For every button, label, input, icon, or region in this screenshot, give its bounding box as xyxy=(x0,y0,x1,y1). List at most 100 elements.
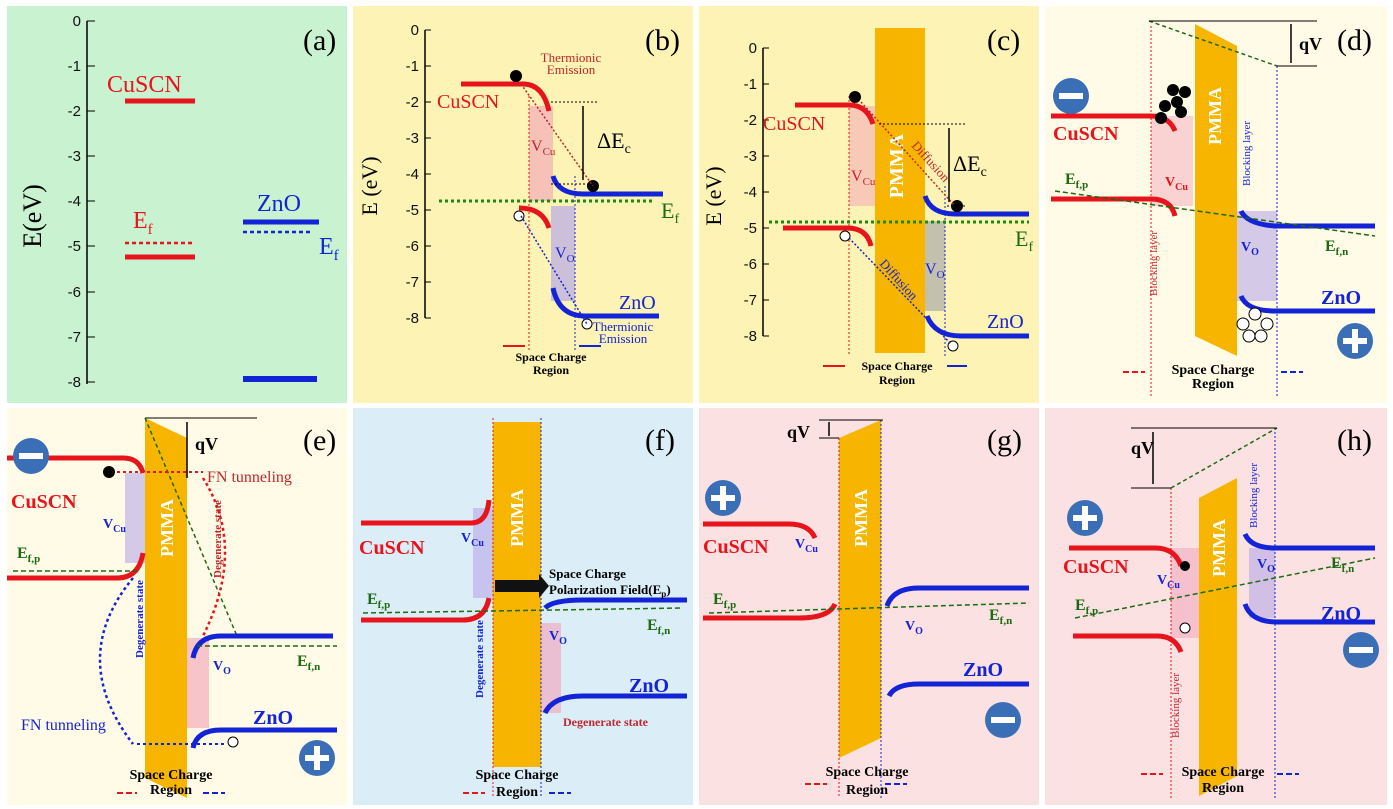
cuscn-cb xyxy=(703,521,818,540)
ef2-label: Ef xyxy=(319,234,339,264)
tick-5: -5 xyxy=(744,220,757,237)
scr-label-2: Region xyxy=(846,783,888,798)
depletion-zno xyxy=(541,623,561,713)
vo-label: VO xyxy=(555,245,575,265)
axis-title: E (eV) xyxy=(701,166,726,225)
cuscn-label: CuSCN xyxy=(703,536,769,558)
zno-vb xyxy=(542,693,687,715)
depletion-zno xyxy=(1249,548,1275,618)
zno-label: ZnO xyxy=(257,191,301,217)
block-right: Blocking layer xyxy=(1241,121,1253,186)
scr-label-1: Space Charge xyxy=(476,768,559,783)
zno-label: ZnO xyxy=(1321,603,1361,625)
panel-label: (a) xyxy=(303,24,336,57)
emission-path-2 xyxy=(520,215,588,325)
polarization-arrow-head xyxy=(539,574,549,598)
zno-cb xyxy=(1238,209,1375,229)
plus-icon xyxy=(299,740,335,776)
tick-2: -2 xyxy=(744,112,757,129)
fn-bottom-label: FN tunneling xyxy=(21,717,106,734)
efp-label: Ef,p xyxy=(1065,171,1088,191)
tick-0: 0 xyxy=(749,40,757,57)
pmma-label: PMMA xyxy=(851,489,871,547)
cuscn-label: CuSCN xyxy=(1063,556,1129,578)
vo-label: VO xyxy=(1257,557,1275,575)
polarization-arrow xyxy=(495,580,539,592)
efn-label: Ef,n xyxy=(647,617,670,637)
panel-h: (h) PMMA qV CuSCN ZnO Ef,p Ef,n VCu VO B… xyxy=(1045,408,1387,805)
zno-vb xyxy=(1242,603,1375,625)
scr-label-1: Space Charge xyxy=(1182,765,1265,780)
cuscn-vb xyxy=(1051,196,1178,217)
electron xyxy=(1180,561,1190,571)
cuscn-label: CuSCN xyxy=(437,91,499,113)
panel-label: (b) xyxy=(645,24,680,57)
delta-label: ΔEc xyxy=(953,151,987,180)
plus-icon xyxy=(705,480,741,516)
pmma-layer xyxy=(1195,24,1237,356)
cuscn-cb xyxy=(795,102,876,125)
pmma-layer xyxy=(839,420,881,758)
tick-7: -7 xyxy=(744,292,757,309)
qv-label: qV xyxy=(1299,34,1322,54)
degen-right-label: Degenerate state xyxy=(563,715,649,729)
quasi-fermi xyxy=(1054,190,1376,237)
cuscn-cb xyxy=(361,499,492,526)
pmma-layer xyxy=(493,422,541,767)
cuscn-vb xyxy=(518,205,552,229)
efn-label: Ef,n xyxy=(1331,555,1354,575)
plus-icon xyxy=(1067,500,1103,536)
tick-7: -7 xyxy=(68,329,81,346)
ef-label: Ef xyxy=(1015,226,1033,255)
zno-label: ZnO xyxy=(619,292,656,314)
cuscn-vb xyxy=(361,597,492,623)
quasi-fermi xyxy=(708,602,1030,614)
panel-g: (g) PMMA qV CuSCN ZnO Ef,p Ef,n VCu VO S… xyxy=(699,408,1039,805)
efn-label: Ef,n xyxy=(989,607,1012,627)
vo-label: VO xyxy=(905,619,923,637)
cuscn-label: CuSCN xyxy=(359,537,425,559)
vo-label: VO xyxy=(925,261,945,281)
zno-vb xyxy=(924,314,1029,339)
pmma-label: PMMA xyxy=(1209,519,1229,577)
y-ticks xyxy=(763,47,769,337)
block-left: Blocking layer xyxy=(1148,231,1160,296)
panel-c: 0 -1 -2 -3 -4 -5 -6 -7 -8 E (eV) (c) PMM… xyxy=(699,6,1039,403)
degen-path-right xyxy=(201,477,227,637)
efn-label: Ef,n xyxy=(297,653,320,673)
panel-c-diagram: 0 -1 -2 -3 -4 -5 -6 -7 -8 E (eV) (c) PMM… xyxy=(701,24,1033,387)
tick-6: -6 xyxy=(744,256,757,273)
thermionic-top-2: Emission xyxy=(547,62,596,77)
electron xyxy=(103,466,115,478)
panel-g-diagram: (g) PMMA qV CuSCN ZnO Ef,p Ef,n VCu VO S… xyxy=(703,419,1030,798)
scr-label-1: Space Charge xyxy=(862,359,934,373)
tick-6: -6 xyxy=(68,284,81,301)
scr-label-2: Region xyxy=(1202,781,1244,796)
axis-title: E(eV) xyxy=(18,184,47,248)
panel-label: (h) xyxy=(1337,424,1372,457)
minus-icon xyxy=(985,702,1021,738)
panel-label: (e) xyxy=(303,424,336,457)
zno-cb xyxy=(922,195,1029,217)
electron-cluster xyxy=(1155,84,1191,124)
tick-3: -3 xyxy=(406,130,419,147)
pmma-layer xyxy=(875,28,925,353)
diffusion-path xyxy=(860,101,956,207)
tick-5: -5 xyxy=(406,202,419,219)
minus-icon xyxy=(13,438,49,474)
tick-3: -3 xyxy=(744,148,757,165)
emission-path xyxy=(520,83,594,187)
cuscn-label: CuSCN xyxy=(107,72,182,98)
cuscn-label: CuSCN xyxy=(763,113,825,135)
field-label-1: Space Charge xyxy=(549,566,626,581)
panel-label: (f) xyxy=(645,424,675,457)
cuscn-vb xyxy=(703,602,838,621)
tick-1: -1 xyxy=(744,76,757,93)
zno-label: ZnO xyxy=(987,311,1024,333)
vcu-label: VCu xyxy=(461,531,484,549)
zno-vb xyxy=(190,727,337,749)
tick-3: -3 xyxy=(68,148,81,165)
efp-label: Ef,p xyxy=(367,591,390,611)
panel-f-diagram: (f) PMMA CuSCN ZnO Ef,p Ef,n Space Charg… xyxy=(359,418,687,800)
axis-title: E (eV) xyxy=(357,156,382,215)
